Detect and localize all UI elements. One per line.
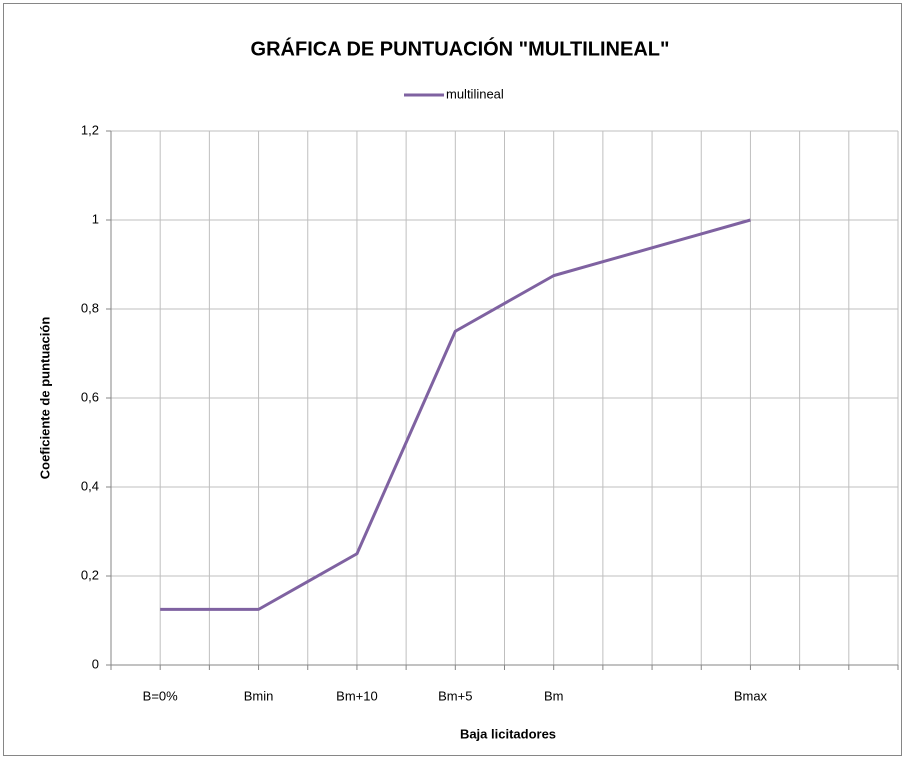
y-axis-label: Coeficiente de puntuación <box>37 317 52 480</box>
y-tick-label: 0,4 <box>81 478 99 493</box>
chart-title: GRÁFICA DE PUNTUACIÓN "MULTILINEAL" <box>251 36 670 60</box>
y-tick-label: 0 <box>92 656 99 671</box>
x-tick-label: Bm+10 <box>336 688 378 703</box>
y-tick-label: 1 <box>92 211 99 226</box>
x-tick-label: Bmin <box>244 688 274 703</box>
x-axis-label: Baja licitadores <box>460 726 556 741</box>
x-tick-label: Bm+5 <box>438 688 472 703</box>
y-tick-label: 0,8 <box>81 300 99 315</box>
legend-label: multilineal <box>446 86 504 101</box>
y-tick-label: 1,2 <box>81 122 99 137</box>
x-tick-label: B=0% <box>143 688 178 703</box>
chart-border <box>3 3 902 756</box>
line-series <box>160 218 751 611</box>
y-tick-label: 0,2 <box>81 567 99 582</box>
x-tick-label: Bm <box>544 688 564 703</box>
y-tick-label: 0,6 <box>81 389 99 404</box>
x-tick-label: Bmax <box>734 688 768 703</box>
